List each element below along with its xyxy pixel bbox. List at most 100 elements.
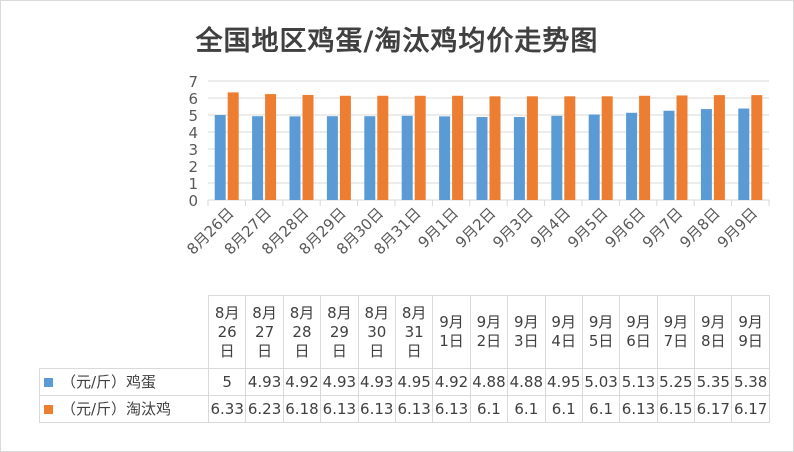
table-category-cell: 8月31日 — [394, 295, 434, 369]
table-category-cell: 9月2日 — [469, 295, 509, 369]
table-value-cell: 6.17 — [694, 395, 733, 423]
table-header-row: 8月26日 8月27日 8月28日 8月29日 8月30日 8月31日 9月1日 9月2日 9月… — [39, 295, 770, 369]
table-category-cell: 8月28日 — [282, 295, 322, 369]
table-category-label: 9月6日 — [626, 313, 651, 350]
table-category-cell: 9月9日 — [731, 295, 770, 369]
bar-hen-15 — [751, 95, 763, 200]
table-value-cell: 4.93 — [357, 368, 396, 396]
bar-egg-8 — [476, 117, 488, 200]
bar-egg-3 — [289, 116, 301, 200]
table-value-cell: 4.88 — [507, 368, 546, 396]
bar-egg-12 — [626, 112, 638, 200]
table-value-cell: 6.13 — [394, 395, 434, 423]
table-category-label: 9月8日 — [700, 313, 726, 350]
table-category-cell: 9月6日 — [619, 295, 658, 369]
table-category-cell: 9月1日 — [432, 295, 471, 369]
table-category-cell: 8月30日 — [357, 295, 396, 369]
table-category-label: 8月28日 — [289, 303, 315, 360]
table-value-cell: 4.93 — [245, 368, 284, 396]
table-value-cell: 5.38 — [731, 368, 770, 396]
data-table: 8月26日 8月27日 8月28日 8月29日 8月30日 8月31日 9月1日 9月2日 9月… — [39, 295, 770, 423]
bar-egg-7 — [439, 116, 451, 200]
table-value-cell: 5 — [207, 368, 247, 396]
bar-hen-5 — [377, 95, 389, 200]
table-category-label: 8月30日 — [364, 303, 390, 360]
table-category-label: 8月27日 — [252, 303, 277, 360]
bar-egg-1 — [214, 115, 226, 200]
chart-title: 全国地区鸡蛋/淘汰鸡均价走势图 — [195, 26, 599, 57]
table-value-cell: 6.1 — [581, 395, 621, 423]
bar-hen-8 — [489, 96, 501, 200]
y-tick-label: 5 — [188, 107, 198, 125]
legend-entry: （元/斤）淘汰鸡 — [39, 395, 209, 423]
bar-egg-13 — [663, 110, 675, 200]
y-tick-label: 2 — [188, 158, 198, 176]
table-value-cell: 4.92 — [432, 368, 471, 396]
x-tick-label: 9月6日 — [601, 204, 648, 251]
table-category-label: 9月3日 — [514, 313, 539, 350]
bar-egg-4 — [326, 116, 338, 200]
legend-label: （元/斤）淘汰鸡 — [61, 399, 172, 418]
y-tick-label: 0 — [188, 192, 198, 210]
table-value-cell: 5.25 — [656, 368, 696, 396]
table-category-cell: 9月3日 — [507, 295, 546, 369]
table-value-cell: 5.03 — [581, 368, 621, 396]
x-tick-label: 9月1日 — [414, 204, 461, 251]
table-value-cell: 6.13 — [320, 395, 359, 423]
bar-hen-12 — [639, 95, 651, 200]
bar-hen-10 — [564, 96, 576, 200]
bar-hen-6 — [414, 95, 426, 200]
bar-egg-6 — [401, 115, 413, 200]
table-value-cell: 6.13 — [357, 395, 396, 423]
bar-hen-13 — [676, 95, 688, 200]
x-tick-label: 9月3日 — [489, 204, 536, 251]
bar-hen-7 — [452, 95, 464, 200]
bar-egg-10 — [551, 115, 563, 200]
bar-hen-11 — [601, 96, 613, 200]
table-value-cell: 6.1 — [507, 395, 546, 423]
bar-egg-11 — [588, 114, 600, 200]
table-value-cell: 6.23 — [245, 395, 284, 423]
bar-hen-9 — [526, 96, 538, 200]
x-tick-label: 9月4日 — [527, 204, 574, 251]
bar-hen-2 — [265, 94, 277, 200]
table-value-cell: 4.92 — [282, 368, 322, 396]
table-category-label: 9月4日 — [551, 313, 576, 350]
table-value-cell: 6.13 — [432, 395, 471, 423]
table-category-label: 8月29日 — [327, 303, 352, 360]
bar-egg-14 — [700, 109, 712, 200]
bar-egg-9 — [513, 117, 525, 200]
legend-entry: （元/斤）鸡蛋 — [39, 368, 209, 396]
bar-hen-3 — [302, 94, 314, 200]
table-category-cell: 8月27日 — [245, 295, 284, 369]
bar-chart: 012345678月26日8月27日8月28日8月29日8月30日8月31日9月… — [183, 73, 770, 258]
table-value-cell: 4.88 — [469, 368, 509, 396]
table-value-cell: 5.35 — [694, 368, 733, 396]
bar-hen-4 — [339, 95, 351, 200]
table-value-cell: 4.95 — [394, 368, 434, 396]
table-value-cell: 6.1 — [544, 395, 583, 423]
y-tick-label: 6 — [188, 90, 198, 108]
x-tick-label: 9月8日 — [676, 204, 723, 251]
x-tick-label: 9月7日 — [639, 204, 686, 251]
table-category-label: 9月5日 — [588, 313, 614, 350]
table-row: （元/斤）鸡蛋 5 4.93 4.92 4.93 4.93 4.95 4.92 4.88 4.88… — [39, 368, 770, 396]
x-tick-label: 9月9日 — [714, 204, 761, 251]
legend-key — [44, 377, 53, 387]
table-value-cell: 5.13 — [619, 368, 658, 396]
y-tick-label: 4 — [188, 124, 198, 142]
table-category-label: 9月2日 — [476, 313, 502, 350]
table-category-cell: 8月26日 — [207, 295, 247, 369]
x-tick-label: 9月5日 — [564, 204, 611, 251]
table-category-cell: 9月5日 — [581, 295, 621, 369]
y-tick-label: 3 — [188, 141, 198, 159]
table-value-cell: 6.1 — [469, 395, 509, 423]
table-category-label: 8月26日 — [214, 303, 240, 360]
table-category-cell: 9月4日 — [544, 295, 583, 369]
table-value-cell: 6.33 — [207, 395, 247, 423]
table-value-cell: 6.15 — [656, 395, 696, 423]
table-category-label: 9月7日 — [663, 313, 689, 350]
y-tick-label: 7 — [188, 73, 198, 91]
legend-label: （元/斤）鸡蛋 — [61, 372, 157, 391]
